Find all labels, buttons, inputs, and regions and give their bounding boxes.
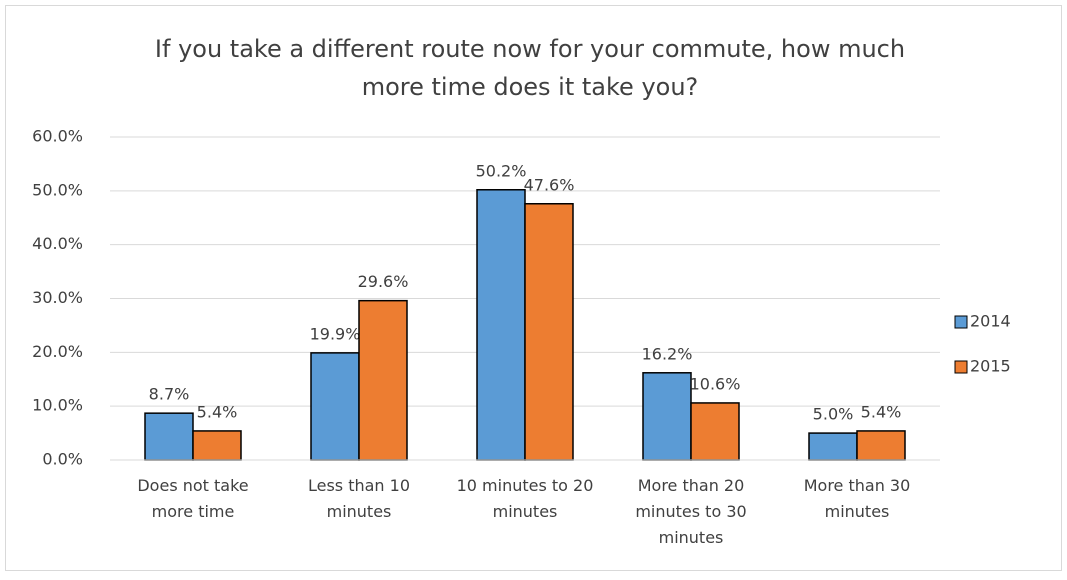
bar <box>808 432 858 461</box>
x-tick-label: More than 30 minutes <box>804 476 911 521</box>
y-tick-label: 40.0% <box>32 234 83 253</box>
x-tick-label: 10 minutes to 20 minutes <box>457 476 594 521</box>
bar <box>524 203 574 461</box>
value-label: 5.0% <box>813 405 854 424</box>
y-tick-label: 30.0% <box>32 288 83 307</box>
value-label: 5.4% <box>861 402 902 421</box>
value-label: 5.4% <box>197 402 238 421</box>
y-tick-label: 50.0% <box>32 180 83 199</box>
value-label: 10.6% <box>690 374 741 393</box>
value-label: 19.9% <box>310 324 361 343</box>
x-tick-label: Does not take more time <box>137 476 248 521</box>
bar <box>642 372 692 461</box>
y-tick-label: 20.0% <box>32 342 83 361</box>
bar <box>856 430 906 461</box>
x-tick-label: Less than 10 minutes <box>308 476 410 521</box>
value-label: 8.7% <box>149 385 190 404</box>
value-label: 47.6% <box>524 175 575 194</box>
y-tick-label: 60.0% <box>32 127 83 146</box>
legend-label: 2014 <box>970 312 1011 331</box>
chart-title: If you take a different route now for yo… <box>155 35 905 101</box>
value-label: 50.2% <box>476 161 527 180</box>
legend-swatch <box>954 315 968 329</box>
value-label: 16.2% <box>642 344 693 363</box>
legend-label: 2015 <box>970 357 1011 376</box>
bar <box>192 430 242 461</box>
legend-swatch <box>954 360 968 374</box>
bar <box>476 189 526 461</box>
y-tick-label: 10.0% <box>32 396 83 415</box>
bar <box>310 352 360 461</box>
bar <box>358 299 408 461</box>
bar <box>690 402 740 461</box>
bar <box>144 412 194 461</box>
y-tick-label: 0.0% <box>42 450 83 469</box>
x-tick-label: More than 20 minutes to 30 minutes <box>635 476 746 547</box>
value-label: 29.6% <box>358 272 409 291</box>
